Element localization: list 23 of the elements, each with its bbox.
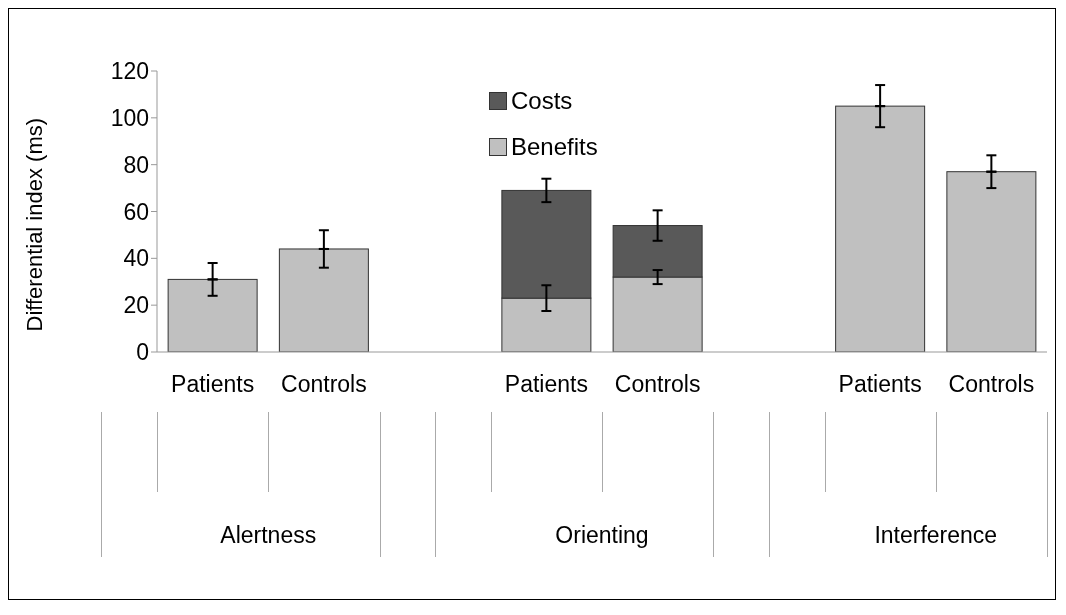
y-tick-label: 80	[123, 151, 149, 178]
y-tick-label: 40	[123, 245, 149, 272]
x-tick-label: Controls	[281, 371, 367, 398]
x-tick-label: Patients	[504, 371, 588, 398]
y-axis-title: Differential index (ms)	[21, 117, 47, 332]
y-tick-label: 20	[123, 292, 149, 319]
legend-label: Benefits	[511, 133, 598, 161]
x-tick-label: Patients	[171, 371, 255, 398]
bar	[946, 171, 1037, 352]
text: Interference	[873, 522, 999, 549]
bar	[167, 278, 258, 352]
x-tick-label: Controls	[948, 371, 1035, 398]
legend-label: Costs	[511, 87, 573, 115]
y-tick-label: 0	[136, 339, 149, 366]
y-tick-label: 120	[110, 58, 149, 85]
text: Alertness	[219, 522, 318, 549]
text: Orienting	[554, 522, 650, 549]
bar	[278, 248, 369, 352]
x-tick-label: Controls	[614, 371, 701, 398]
x-tick-label: Patients	[838, 371, 922, 398]
y-tick-label: 60	[123, 198, 149, 225]
y-tick-label: 100	[110, 105, 149, 131]
bar	[835, 105, 926, 352]
